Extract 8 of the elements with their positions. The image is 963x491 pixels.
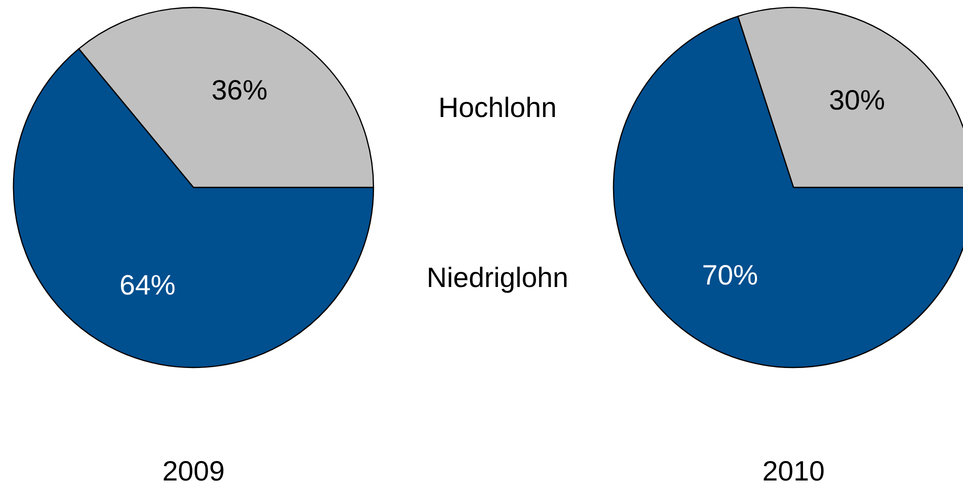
slice-label: Niedriglohn	[426, 262, 568, 293]
data-label: 64%	[119, 270, 176, 301]
text: 2009	[162, 456, 225, 486]
data-label: 36%	[211, 74, 268, 106]
slice-label: Hochlohn	[438, 92, 557, 123]
data-label: 30%	[828, 84, 886, 116]
data-label: 70%	[702, 259, 758, 290]
text: 2010	[762, 456, 825, 486]
